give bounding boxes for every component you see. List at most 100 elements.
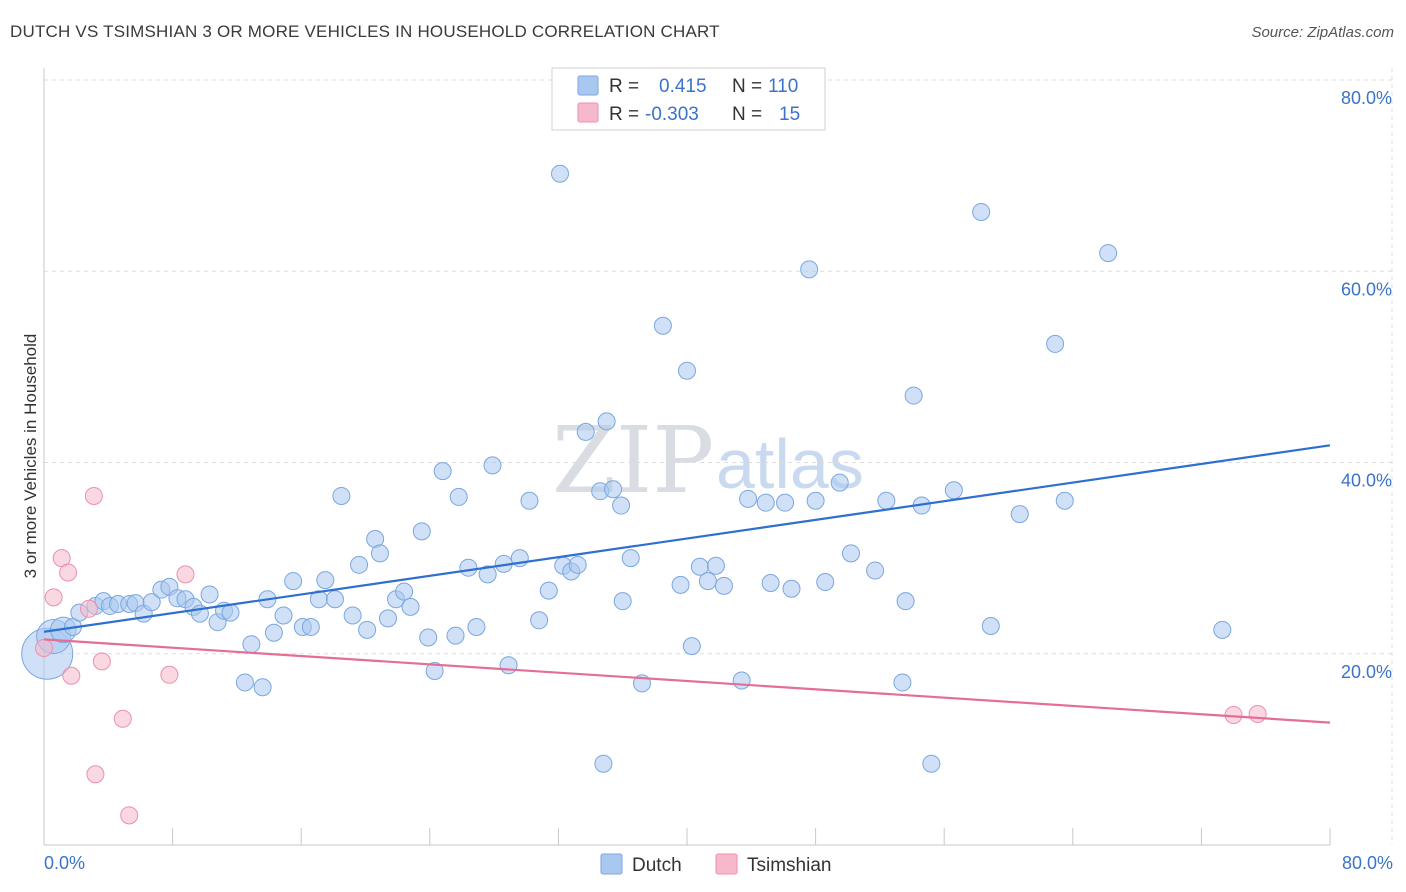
tsimshian-point [160, 665, 179, 684]
dutch-point [1010, 505, 1029, 524]
dutch-point [594, 754, 613, 773]
tsimshian-point [86, 765, 105, 784]
dutch-point [756, 493, 775, 512]
tsimshian-point [80, 599, 99, 618]
y-axis-title: 3 or more Vehicles in Household [21, 334, 40, 579]
dutch-series [21, 164, 1232, 773]
dutch-point [877, 491, 896, 510]
dutch-point [459, 558, 478, 577]
dutch-point [841, 544, 860, 563]
tsimshian-point [59, 563, 78, 582]
dutch-point [732, 671, 751, 690]
legend-dutch-r-value: 0.415 [659, 76, 707, 97]
dutch-point [316, 571, 335, 590]
dutch-point [332, 486, 351, 505]
source-label: Source: ZipAtlas.com [1251, 24, 1394, 41]
dutch-point [866, 561, 885, 580]
tsimshian-point [1248, 704, 1267, 723]
dutch-point [1099, 244, 1118, 263]
axes [43, 68, 1330, 846]
x-tick-label-max: 80.0% [1342, 853, 1393, 873]
tsimshian-point [62, 666, 81, 685]
tsimshian-point [113, 709, 132, 728]
dutch-point [483, 456, 502, 475]
legend-dutch-n-value: 110 [768, 76, 798, 97]
tsimshian-point [92, 652, 111, 671]
legend-dutch-swatch [577, 75, 599, 96]
tsimshian-point [44, 588, 63, 607]
legend-dutch-r-label: R = [609, 76, 639, 97]
bottom-legend-tsimshian-label: Tsimshian [747, 855, 831, 876]
dutch-point [816, 573, 835, 592]
y-tick-label-60: 60.0% [1341, 279, 1392, 299]
dutch-point [597, 412, 616, 431]
dutch-point [1055, 491, 1074, 510]
chart-title: DUTCH VS TSIMSHIAN 3 OR MORE VEHICLES IN… [10, 22, 720, 41]
dutch-point [530, 611, 549, 630]
tsimshian-point [84, 486, 103, 505]
bottom-legend-dutch-swatch [600, 853, 623, 875]
dutch-point [568, 555, 587, 574]
dutch-point [412, 522, 431, 541]
dutch-point [200, 585, 219, 604]
bottom-legend-tsimshian-swatch [715, 853, 738, 875]
dutch-point [944, 481, 963, 500]
dutch-point [284, 572, 303, 591]
y-tick-label-40: 40.0% [1341, 471, 1392, 491]
legend-tsimshian-r-value: -0.303 [645, 104, 699, 125]
dutch-trend-line [43, 444, 1331, 633]
legend-top: R = 0.415 N = 110 R = -0.303 N = 15 [551, 67, 826, 131]
trend-lines [43, 444, 1331, 724]
dutch-point [671, 575, 690, 594]
dutch-point [274, 606, 293, 625]
dutch-point [800, 260, 819, 279]
dutch-point [922, 754, 941, 773]
dutch-point [499, 656, 518, 675]
tsimshian-point [120, 806, 139, 825]
dutch-point [301, 617, 320, 636]
dutch-point [539, 581, 558, 600]
dutch-point [698, 572, 717, 591]
dutch-point [613, 592, 632, 611]
x-tick-labels: 0.0% 80.0% [44, 853, 1393, 873]
dutch-point [896, 592, 915, 611]
dutch-point [401, 597, 420, 616]
dutch-point [706, 556, 725, 575]
x-tick-label-min: 0.0% [44, 853, 85, 873]
dutch-point [350, 555, 369, 574]
legend-tsimshian-n-label: N = [732, 104, 762, 125]
y-tick-label-20: 20.0% [1341, 662, 1392, 682]
dutch-point [343, 606, 362, 625]
dutch-point [782, 579, 801, 598]
tsimshian-point [176, 565, 195, 584]
watermark-zip: ZIP [552, 407, 714, 514]
dutch-point [358, 620, 377, 639]
dutch-point [551, 164, 570, 183]
dutch-point [425, 661, 444, 680]
dutch-point [604, 480, 623, 499]
dutch-point [904, 386, 923, 405]
dutch-point [379, 609, 398, 628]
tsimshian-point [35, 639, 53, 658]
dutch-point [739, 489, 758, 508]
dutch-point [467, 617, 486, 636]
dutch-point [981, 617, 1000, 636]
dutch-point [264, 623, 283, 642]
dutch-point [446, 626, 465, 645]
dutch-point [678, 361, 696, 380]
dutch-point [830, 473, 849, 492]
dutch-point [235, 673, 254, 692]
dutch-point [972, 202, 991, 221]
dutch-point [1046, 334, 1065, 353]
dutch-point [776, 493, 795, 512]
watermark: ZIP atlas [552, 407, 864, 514]
dutch-point [1213, 620, 1232, 639]
dutch-point [325, 590, 344, 609]
legend-dutch-n-label: N = [732, 76, 762, 97]
dutch-point [621, 549, 640, 568]
dutch-point [478, 565, 497, 584]
dutch-point [395, 582, 414, 601]
bottom-legend-dutch-label: Dutch [632, 855, 682, 876]
dutch-point [242, 635, 261, 654]
legend-tsimshian-swatch [577, 102, 599, 123]
